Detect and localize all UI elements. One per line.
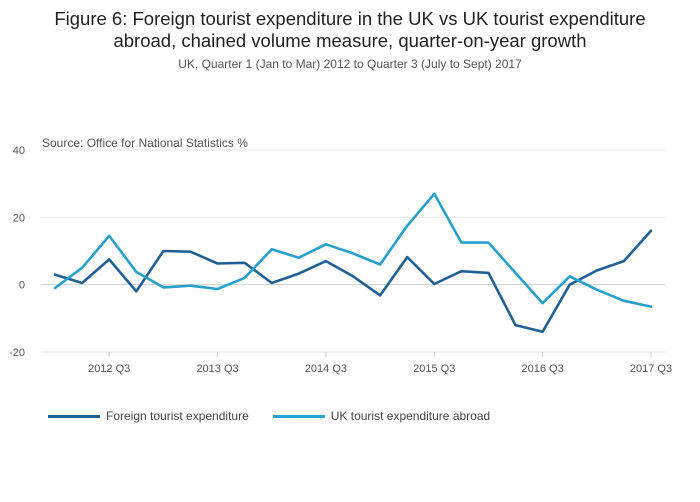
x-tick-label: 2012 Q3 xyxy=(88,363,130,375)
y-tick-label: 20 xyxy=(13,212,25,224)
series-line-1[interactable] xyxy=(53,192,653,308)
legend: Foreign tourist expenditure UK tourist e… xyxy=(48,409,514,423)
legend-item-foreign[interactable]: Foreign tourist expenditure xyxy=(48,409,249,423)
series-line-0[interactable] xyxy=(53,229,653,334)
y-tick-label: 0 xyxy=(19,280,25,292)
gridlines xyxy=(41,149,665,353)
x-tick-label: 2015 Q3 xyxy=(413,363,455,375)
x-tick-label: 2014 Q3 xyxy=(305,363,347,375)
chart-title: Figure 6: Foreign tourist expenditure in… xyxy=(0,8,700,52)
chart-title-line-2: abroad, chained volume measure, quarter-… xyxy=(113,30,587,51)
legend-item-uk[interactable]: UK tourist expenditure abroad xyxy=(272,409,491,423)
legend-label-foreign: Foreign tourist expenditure xyxy=(106,409,249,423)
legend-label-uk: UK tourist expenditure abroad xyxy=(330,409,491,423)
x-tick-label: 2017 Q3 xyxy=(630,363,672,375)
y-tick-label: -20 xyxy=(9,347,25,359)
y-tick-label: 40 xyxy=(13,145,25,157)
chart-title-line-1: Figure 6: Foreign tourist expenditure in… xyxy=(54,8,646,29)
series-lines xyxy=(53,192,653,334)
legend-swatch-uk xyxy=(272,414,325,418)
x-tick-label: 2013 Q3 xyxy=(196,363,238,375)
axes: 40 20 0 -20 2012 Q3 2013 Q3 2014 Q3 2015 Q3 2016… xyxy=(9,145,672,375)
legend-swatch-foreign xyxy=(48,414,100,418)
chart-subtitle: UK, Quarter 1 (Jan to Mar) 2012 to Quart… xyxy=(178,57,522,71)
x-tick-label: 2016 Q3 xyxy=(522,363,564,375)
chart-source: Source: Office for National Statistics % xyxy=(42,136,248,150)
